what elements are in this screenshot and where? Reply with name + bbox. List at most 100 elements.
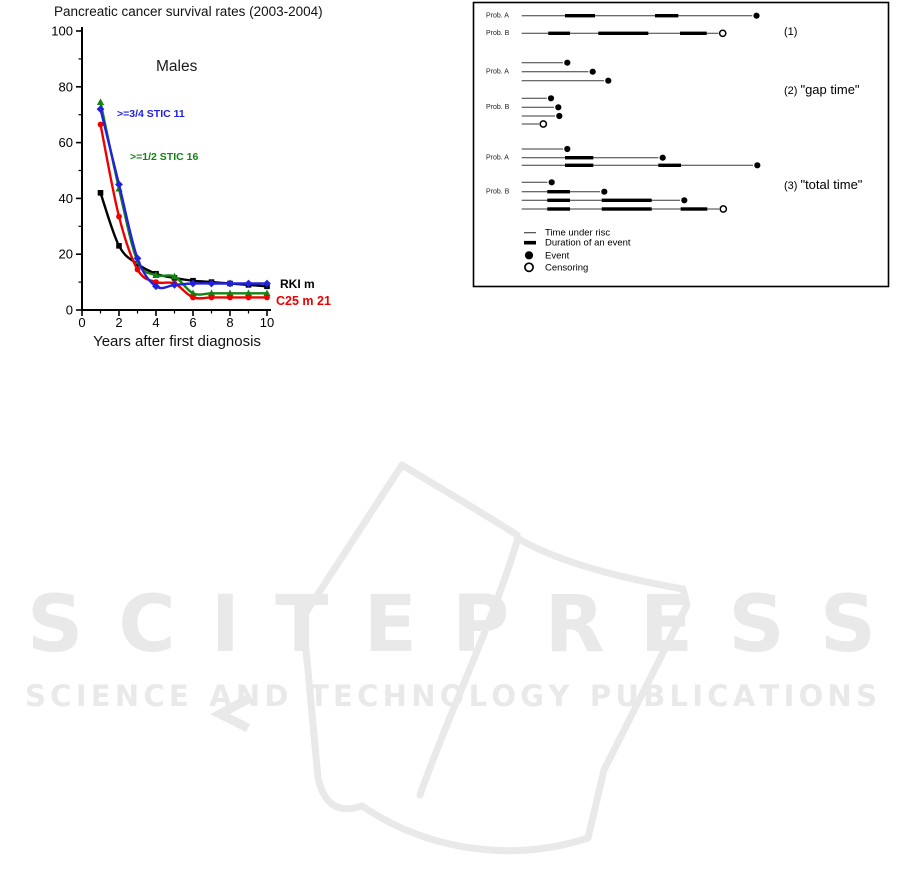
event-dot <box>564 145 571 153</box>
watermark-letter: T <box>275 580 329 670</box>
x-tick-label: 8 <box>226 315 233 330</box>
book-outline-stroke <box>299 461 406 782</box>
watermark-letter: C <box>357 679 379 713</box>
data-point <box>134 266 141 273</box>
data-point <box>208 294 215 301</box>
watermark-letter: O <box>439 679 465 713</box>
event-duration-bar <box>598 31 649 35</box>
y-tick-label: 0 <box>66 303 73 318</box>
watermark-letter: A <box>209 679 232 713</box>
watermark-letter: Y <box>548 679 570 713</box>
data-point <box>170 280 179 289</box>
event-duration-bar <box>565 163 594 167</box>
event-duration-bar <box>547 198 570 202</box>
data-point <box>115 180 123 189</box>
censoring-dot <box>719 205 728 213</box>
timeline-tag-1: (1) <box>784 22 800 40</box>
event-duration-bar <box>547 190 570 194</box>
watermark-letter: T <box>309 679 329 713</box>
legend-label: Censoring <box>545 262 588 273</box>
probe-label: Prob. A <box>486 13 509 20</box>
tag-number: (3) <box>784 180 798 192</box>
watermark-letter: S <box>27 580 84 670</box>
watermark-letter: E <box>363 580 417 670</box>
data-point <box>96 105 105 114</box>
data-point <box>189 289 197 297</box>
watermark-letter: N <box>411 679 436 713</box>
series-label-stic16: >=1/2 STIC 16 <box>130 151 199 163</box>
data-point <box>170 272 179 280</box>
probe-label: Prob. B <box>486 30 510 37</box>
watermark-letter: S <box>819 580 876 670</box>
event-duration-bar <box>680 207 708 211</box>
book-outline-stroke <box>398 461 521 539</box>
legend-label: Time under risc <box>545 228 610 239</box>
chart-title: Pancreatic cancer survival rates (2003-2… <box>54 4 323 19</box>
chart-group-label: Males <box>156 58 198 75</box>
event-dot <box>659 154 666 161</box>
watermark-letter: O <box>491 679 517 713</box>
watermark-letter: C <box>118 580 176 670</box>
event-dot <box>556 112 563 120</box>
data-point <box>226 289 234 297</box>
timeline-tag-3: (3) "total time" <box>784 176 862 194</box>
data-point <box>190 294 196 301</box>
tag-number: (2) <box>784 85 798 97</box>
page-fold-chevron <box>210 694 253 733</box>
event-dot-icon <box>524 251 534 260</box>
data-point <box>96 98 105 106</box>
y-tick-label: 100 <box>51 24 73 39</box>
data-point <box>152 271 160 279</box>
censoring-dot <box>539 120 548 128</box>
data-point <box>97 190 104 196</box>
tag-quote: "gap time" <box>800 82 860 97</box>
event-duration-bar <box>601 198 652 202</box>
y-tick-label: 20 <box>59 247 73 262</box>
data-point <box>133 254 142 263</box>
watermark-letter: C <box>707 679 729 713</box>
watermark-letter: G <box>520 679 545 713</box>
legend-label: Duration of an event <box>545 238 631 249</box>
timeline-section-2: Prob. A Prob. B <box>486 59 612 128</box>
probe-label: Prob. A <box>486 155 509 162</box>
watermark-letter: S <box>25 679 46 713</box>
event-duration-bar <box>565 14 595 18</box>
survival-chart-figure: 0 20 40 60 80 100 0 2 4 6 8 10 <box>51 24 274 331</box>
tag-number: (1) <box>784 26 798 38</box>
event-dot <box>555 104 562 111</box>
x-tick-label: 0 <box>78 315 85 330</box>
watermark-letter: C <box>50 679 72 713</box>
y-tick-label: 60 <box>59 135 73 150</box>
y-tick-label: 80 <box>59 79 73 94</box>
book-outline-stroke <box>314 774 366 813</box>
watermark-letter: N <box>235 679 261 713</box>
data-point <box>189 279 197 288</box>
event-duration-bar <box>655 14 679 18</box>
data-point <box>153 279 159 285</box>
event-duration-bar <box>565 156 594 160</box>
series-label-rki: RKI m <box>280 277 315 291</box>
watermark-letter: P <box>452 580 510 670</box>
data-point <box>244 279 253 288</box>
censoring-dot <box>718 29 727 38</box>
tag-quote: "total time" <box>800 177 863 192</box>
data-point <box>263 289 271 297</box>
x-axis-label: Years after first diagnosis <box>93 333 261 350</box>
timeline-tag-2: (2) "gap time" <box>784 81 860 99</box>
data-point <box>207 279 216 288</box>
data-point <box>97 121 104 128</box>
watermark-letter: P <box>589 679 612 713</box>
watermark-letter: C <box>143 679 165 713</box>
watermark-letter: I <box>210 580 240 670</box>
data-point <box>245 294 252 301</box>
watermark-letter: I <box>75 679 87 713</box>
watermark-letter: E <box>168 679 189 713</box>
probe-label: Prob. B <box>486 104 510 111</box>
event-dot <box>547 95 555 102</box>
event-duration-bar <box>601 207 652 211</box>
watermark-letter: I <box>692 679 704 713</box>
